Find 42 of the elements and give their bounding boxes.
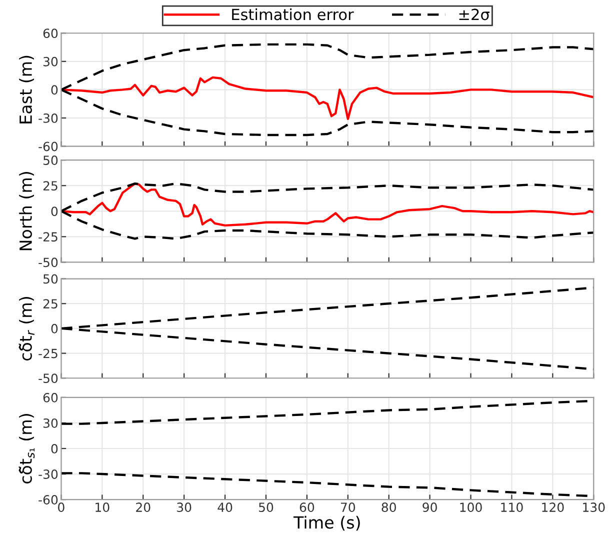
y-tick-label: 0 <box>51 324 58 334</box>
y-tick-label: -60 <box>38 142 58 152</box>
y-tick-label: 0 <box>51 85 58 95</box>
y-tick-label: 60 <box>43 392 58 402</box>
y-tick-label: -30 <box>38 470 58 479</box>
y-tick-label: 60 <box>43 28 58 38</box>
y-axis-title: North (m) <box>19 172 34 250</box>
x-tick-label: 110 <box>501 502 523 512</box>
x-tick-label: 60 <box>300 502 314 512</box>
legend-label: Estimation error <box>232 8 354 20</box>
x-axis-title: Time (s) <box>293 516 360 531</box>
x-tick-label: 40 <box>218 502 232 512</box>
y-tick-label: -25 <box>38 348 58 358</box>
y-tick-label: 0 <box>51 444 58 454</box>
y-tick-label: 50 <box>43 156 58 166</box>
y-axis-title: East (m) <box>19 56 34 124</box>
y-tick-label: -60 <box>38 495 58 504</box>
x-tick-label: 100 <box>460 502 482 512</box>
y-tick-label: -25 <box>38 232 58 242</box>
y-axis-title: cδ̃t$_{s₁}$ (m) <box>18 414 35 484</box>
x-tick-label: 50 <box>258 502 274 512</box>
y-tick-label: -50 <box>38 374 58 384</box>
x-tick-label: 70 <box>340 502 356 512</box>
x-tick-label: 80 <box>382 502 396 512</box>
y-tick-label: 50 <box>43 274 58 284</box>
y-axis-title: cδ̃t$_{r}$ (m) <box>18 297 34 361</box>
y-tick-label: 0 <box>51 206 58 216</box>
y-tick-label: 30 <box>43 418 58 428</box>
y-tick-label: 25 <box>43 181 58 191</box>
y-tick-label: 25 <box>43 299 58 309</box>
x-tick-label: 120 <box>542 502 564 512</box>
y-tick-label: -50 <box>38 258 58 268</box>
y-tick-label: -30 <box>38 113 58 123</box>
x-tick-label: 0 <box>58 502 64 512</box>
x-tick-label: 10 <box>96 502 110 512</box>
x-tick-label: 130 <box>583 502 605 512</box>
line-series <box>61 76 594 120</box>
y-tick-label: 30 <box>43 56 58 66</box>
x-tick-label: 30 <box>177 502 192 512</box>
x-tick-label: 90 <box>422 502 437 512</box>
legend-label: ±2σ <box>459 8 490 20</box>
x-tick-label: 20 <box>136 502 150 512</box>
